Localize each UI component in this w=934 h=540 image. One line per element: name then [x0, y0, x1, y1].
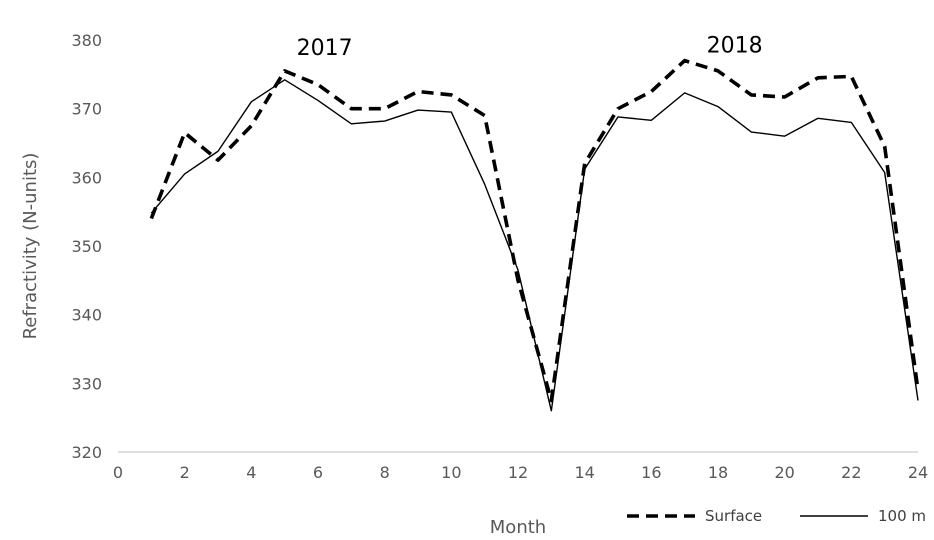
x-tick-label: 8: [380, 463, 390, 482]
x-tick-label: 20: [774, 463, 794, 482]
legend-label-surface: Surface: [705, 507, 762, 525]
x-tick-label: 22: [841, 463, 861, 482]
year-annotation: 2018: [707, 33, 763, 58]
x-tick-label: 14: [574, 463, 594, 482]
legend: Surface 100 m: [627, 507, 926, 525]
x-tick-label: 16: [641, 463, 661, 482]
y-tick-label: 320: [71, 443, 102, 462]
x-tick-label: 2: [180, 463, 190, 482]
x-tick-label: 4: [246, 463, 256, 482]
legend-label-100m: 100 m: [878, 507, 926, 525]
y-tick-label: 350: [71, 237, 102, 256]
x-tick-label: 6: [313, 463, 323, 482]
x-tick-label: 0: [113, 463, 123, 482]
y-tick-label: 360: [71, 168, 102, 187]
x-axis-title: Month: [490, 517, 546, 538]
y-tick-label: 340: [71, 306, 102, 325]
x-tick-label: 24: [908, 463, 928, 482]
year-annotation: 2017: [297, 36, 353, 61]
x-tick-label: 18: [708, 463, 728, 482]
y-tick-label: 330: [71, 374, 102, 393]
x-tick-label: 10: [441, 463, 461, 482]
y-axis-title: Refractivity (N-units): [20, 153, 41, 340]
x-tick-label: 12: [508, 463, 528, 482]
y-tick-label: 370: [71, 100, 102, 119]
series-line-surface: [149, 58, 920, 403]
y-tick-label: 380: [71, 31, 102, 50]
series-line-100m: [150, 79, 919, 412]
